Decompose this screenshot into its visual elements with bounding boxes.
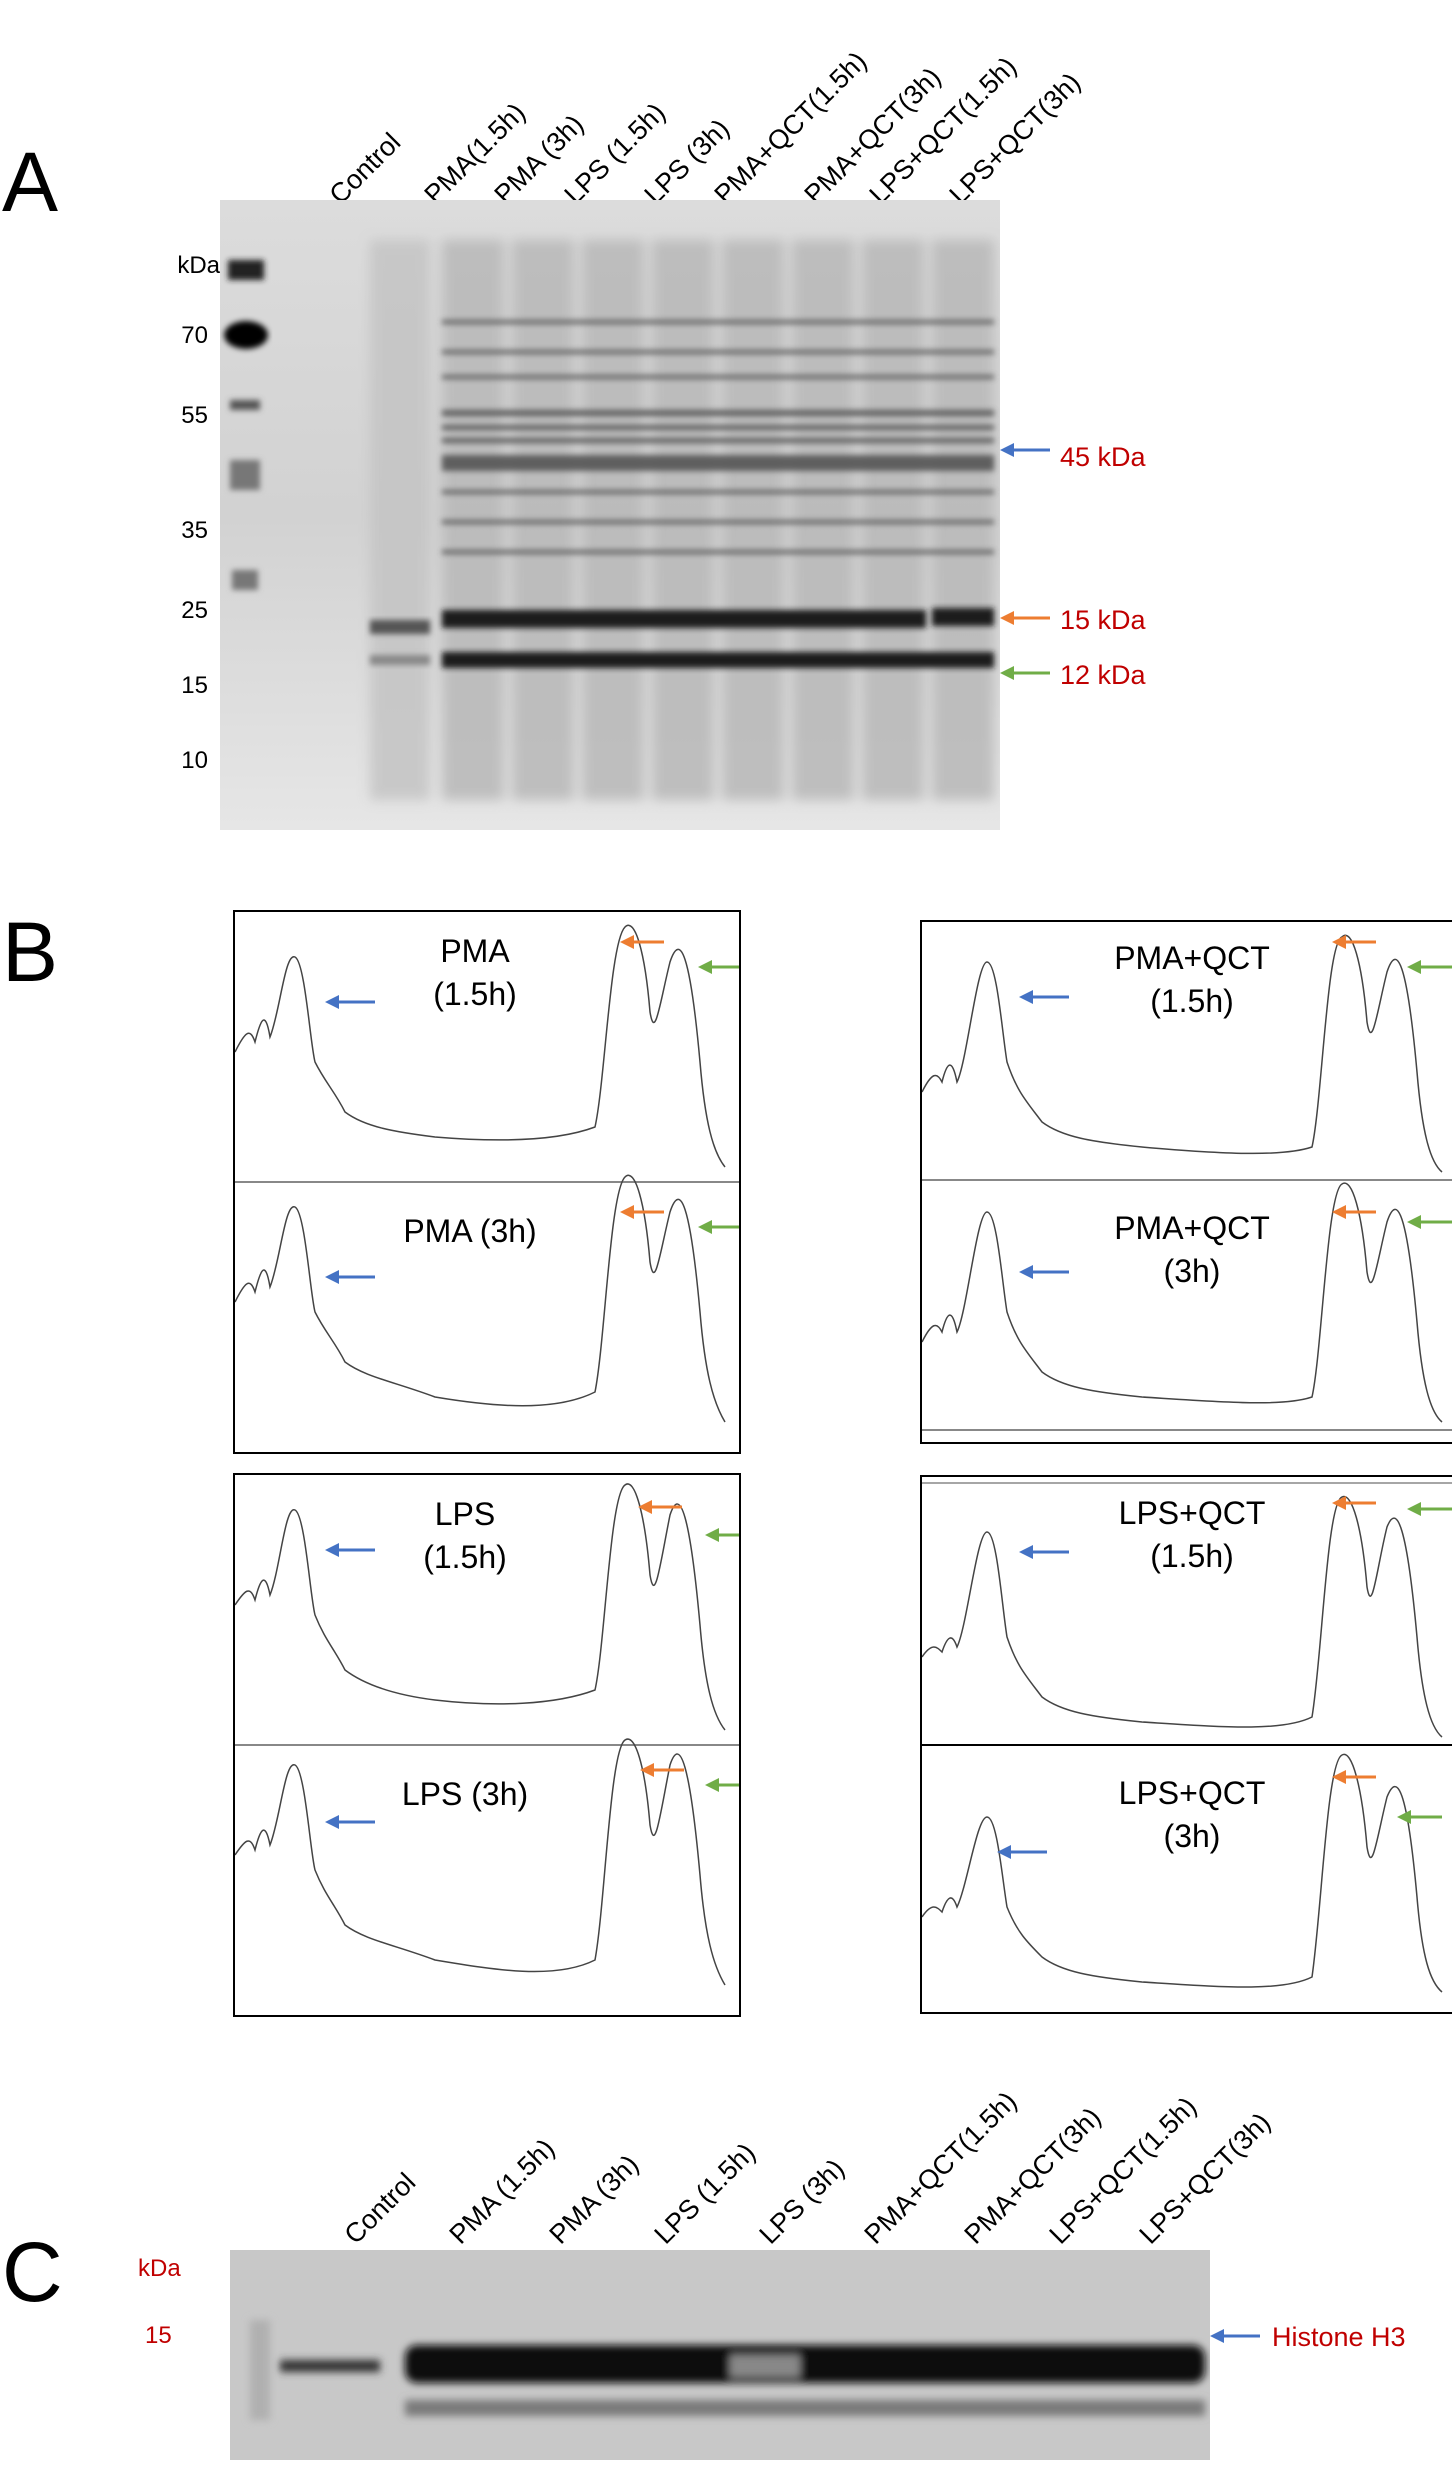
band-label-15kda: 15 kDa	[1060, 605, 1146, 635]
marker-label: 25	[181, 597, 208, 624]
gel-blot-a	[220, 200, 1000, 830]
arrow-green-icon	[1407, 960, 1452, 974]
trace-title: LPS+QCT (3h)	[1118, 1775, 1266, 1855]
arrow-orange-icon	[620, 1205, 664, 1219]
lane-label: Control	[338, 2167, 422, 2250]
arrow-blue-icon	[325, 1543, 375, 1557]
band-label-histone-h3: Histone H3	[1272, 2322, 1406, 2352]
arrow-blue-icon	[1019, 1265, 1069, 1279]
arrow-blue-icon	[325, 1815, 375, 1829]
panel-c-letter: C	[2, 2225, 63, 2319]
lane-label: PMA (3h)	[543, 2149, 645, 2250]
arrow-orange-icon	[638, 1500, 682, 1514]
lane-label: Control	[323, 127, 407, 210]
arrow-15kda-icon	[1000, 611, 1050, 625]
arrow-green-icon	[705, 1528, 739, 1542]
trace-title: PMA+QCT (3h)	[1114, 1210, 1270, 1290]
marker-label-c: kDa	[138, 2255, 181, 2282]
band-label-12kda: 12 kDa	[1060, 660, 1146, 690]
panel-a-letter: A	[2, 135, 59, 229]
arrow-blue-icon	[325, 995, 375, 1009]
trace-box-lps-qct: LPS+QCT (1.5h) LPS+QCT (3h)	[920, 1475, 1452, 2014]
marker-label: 15	[181, 672, 208, 699]
arrow-blue-icon	[1019, 1545, 1069, 1559]
trace-title: LPS (1.5h)	[423, 1496, 507, 1576]
arrow-orange-icon	[1332, 935, 1376, 949]
trace-box-lps: LPS (1.5h) LPS (3h)	[233, 1473, 741, 2017]
trace-title: LPS+QCT (1.5h)	[1118, 1495, 1266, 1575]
arrow-12kda-icon	[1000, 666, 1050, 680]
marker-label: 10	[181, 747, 208, 774]
arrow-orange-icon	[1332, 1770, 1376, 1784]
arrow-blue-icon	[997, 1845, 1047, 1859]
arrow-green-icon	[698, 1220, 739, 1234]
panel-b-letter: B	[2, 905, 59, 999]
band-label-45kda: 45 kDa	[1060, 442, 1146, 472]
arrow-green-icon	[698, 960, 739, 974]
arrow-orange-icon	[640, 1763, 684, 1777]
arrow-blue-icon	[325, 1270, 375, 1284]
arrow-green-icon	[1397, 1810, 1442, 1824]
marker-label-c: 15	[145, 2322, 172, 2349]
trace-title: PMA (3h)	[403, 1213, 537, 1249]
marker-label: 35	[181, 517, 208, 544]
trace-title: LPS (3h)	[401, 1776, 529, 1812]
lane-label: LPS (1.5h)	[648, 2137, 762, 2250]
trace-box-pma-qct: PMA+QCT (1.5h) PMA+QCT (3h)	[920, 920, 1452, 1444]
arrow-orange-icon	[1332, 1496, 1376, 1510]
marker-label: 70	[181, 322, 208, 349]
lane-label: PMA+QCT(1.5h)	[708, 45, 873, 210]
lane-label: LPS (3h)	[753, 2153, 851, 2250]
trace-box-pma: PMA (1.5h) PMA (3h)	[233, 910, 741, 1454]
arrow-green-icon	[1407, 1502, 1452, 1516]
trace-title: PMA (1.5h)	[433, 933, 517, 1013]
arrow-blue-icon	[1019, 990, 1069, 1004]
trace-title: PMA+QCT (1.5h)	[1114, 940, 1270, 1020]
arrow-orange-icon	[620, 935, 664, 949]
lane-label: PMA (1.5h)	[443, 2133, 561, 2250]
western-blot-c	[230, 2250, 1210, 2460]
arrow-histone-icon	[1210, 2329, 1260, 2343]
arrow-green-icon	[1407, 1215, 1452, 1229]
marker-label: kDa	[177, 252, 220, 279]
arrow-green-icon	[705, 1778, 739, 1792]
arrow-orange-icon	[1332, 1205, 1376, 1219]
marker-label: 55	[181, 402, 208, 429]
arrow-45kda-icon	[1000, 443, 1050, 457]
